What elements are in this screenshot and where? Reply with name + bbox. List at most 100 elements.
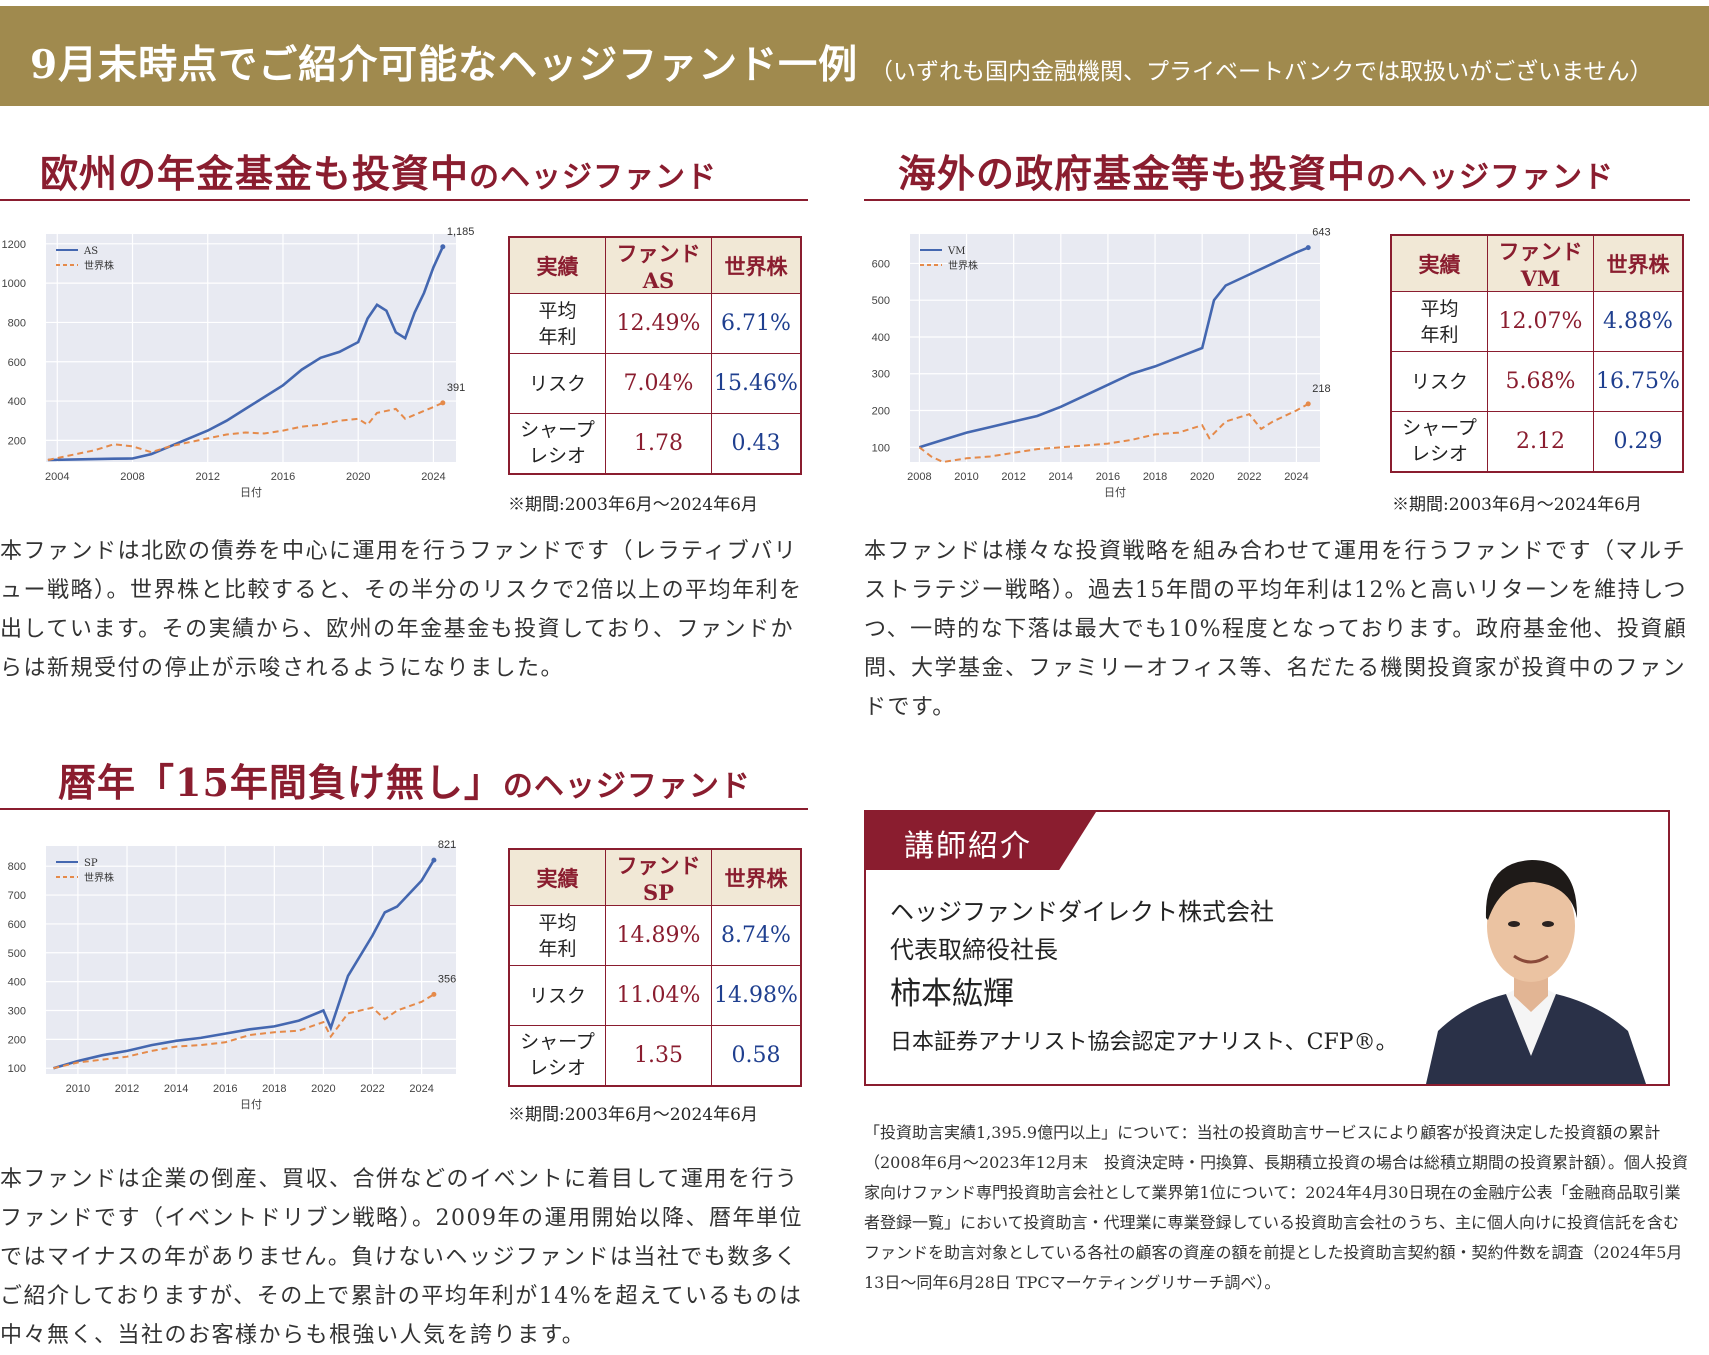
world-value: 16.75% bbox=[1593, 351, 1684, 412]
x-tick-label: 2024 bbox=[409, 1083, 433, 1095]
series-end-point bbox=[440, 244, 446, 250]
chart-fund-vm: 2008 2010 2012 2014 2016 2018 2020 2022 2024 100 2… bbox=[872, 227, 1331, 499]
x-tick-label: 2004 bbox=[45, 471, 69, 483]
chart-fund-as: 2004 2008 2012 2016 2020 2024 200 400 600 800 1000… bbox=[2, 226, 475, 499]
row-label: リスク bbox=[1390, 351, 1488, 412]
mouth bbox=[1513, 954, 1549, 964]
series-line-fund bbox=[47, 246, 444, 462]
instructor-heading: 講師紹介 bbox=[904, 829, 1032, 864]
table-header: ファンドSP bbox=[605, 848, 712, 906]
legend-label: SP bbox=[84, 858, 98, 869]
x-tick-label: 2018 bbox=[262, 1083, 286, 1095]
legend-label: 世界株 bbox=[84, 259, 114, 272]
y-tick-label: 600 bbox=[872, 258, 890, 270]
y-tick-label: 700 bbox=[8, 890, 26, 902]
fund-value: 12.07% bbox=[1487, 291, 1594, 352]
instructor-qualification: 日本証券アナリスト協会認定アナリスト、CFP®。 bbox=[890, 1030, 1398, 1055]
y-tick-label: 600 bbox=[8, 919, 26, 931]
row-label: 平均 年利 bbox=[1390, 291, 1488, 352]
fund-description: 本ファンドは企業の倒産、買収、合併などのイベントに着目して運用を行うファンドです… bbox=[0, 1167, 803, 1348]
series-end-point bbox=[431, 857, 437, 863]
x-tick-label: 2016 bbox=[213, 1083, 237, 1095]
row-label: 平均 年利 bbox=[508, 293, 606, 354]
world-value: 14.98% bbox=[711, 965, 802, 1026]
fund-value: 14.89% bbox=[605, 905, 712, 966]
row-label: シャープ レシオ bbox=[508, 1025, 606, 1086]
section-title-main: 海外の政府基金等も投資中 bbox=[898, 151, 1367, 196]
fund-value: 12.49% bbox=[605, 293, 712, 354]
fund-value: 11.04% bbox=[605, 965, 712, 1026]
series-end-point bbox=[431, 991, 437, 997]
fund-value: 1.78 bbox=[605, 413, 712, 474]
y-tick-label: 500 bbox=[872, 295, 890, 307]
series-line-world bbox=[53, 993, 435, 1070]
instructor-tab: 講師紹介 bbox=[866, 812, 1096, 870]
end-value-label: 391 bbox=[447, 382, 465, 394]
series-line-world bbox=[918, 403, 1309, 464]
section-title-main: 欧州の年金基金も投資中 bbox=[40, 151, 470, 196]
x-tick-label: 2010 bbox=[954, 471, 978, 483]
section-rule bbox=[0, 808, 808, 810]
x-axis-label: 日付 bbox=[1104, 486, 1126, 499]
table-header: 実績 bbox=[1390, 234, 1488, 292]
section-title-suffix: のヘッジファンド bbox=[502, 769, 751, 804]
fund-description: 本ファンドは様々な投資戦略を組み合わせて運用を行うファンドです（マルチストラテジ… bbox=[864, 539, 1688, 720]
x-tick-label: 2022 bbox=[360, 1083, 384, 1095]
x-tick-label: 2012 bbox=[1001, 471, 1025, 483]
x-tick-label: 2012 bbox=[196, 471, 220, 483]
end-value-label: 643 bbox=[1312, 227, 1330, 239]
legend-label: VM bbox=[947, 246, 965, 257]
x-tick-label: 2014 bbox=[1049, 471, 1073, 483]
world-value: 4.88% bbox=[1593, 291, 1684, 352]
header-banner: 9月末時点でご紹介可能なヘッジファンド一例 （いずれも国内金融機関、プライベート… bbox=[0, 6, 1709, 106]
x-tick-label: 2024 bbox=[1284, 471, 1308, 483]
end-value-label: 821 bbox=[438, 839, 456, 851]
legend-label: AS bbox=[83, 246, 98, 257]
legend-label: 世界株 bbox=[84, 871, 114, 884]
table-header: 世界株 bbox=[711, 848, 802, 906]
y-tick-label: 800 bbox=[8, 317, 26, 329]
series-line-fund bbox=[919, 246, 1309, 449]
world-value: 0.29 bbox=[1593, 411, 1684, 472]
legend-label: 世界株 bbox=[948, 259, 978, 272]
section-title-fund-vm: 海外の政府基金等も投資中のヘッジファンド bbox=[898, 143, 1614, 198]
instructor-company: ヘッジファンドダイレクト株式会社 bbox=[890, 898, 1274, 926]
y-tick-label: 200 bbox=[8, 435, 26, 447]
x-tick-label: 2008 bbox=[120, 471, 144, 483]
y-tick-label: 300 bbox=[8, 1006, 26, 1018]
instructor-name: 柿本紘輝 bbox=[890, 976, 1014, 1012]
instructor-card: 講師紹介 ヘッジファンドダイレクト株式会社 代表取締役社長 柿本紘輝 日本証券ア… bbox=[864, 810, 1670, 1086]
header-note: （いずれも国内金融機関、プライベートバンクでは取扱いがございません） bbox=[870, 59, 1653, 85]
x-tick-label: 2014 bbox=[164, 1083, 188, 1095]
row-label: リスク bbox=[508, 965, 606, 1026]
y-tick-label: 400 bbox=[872, 332, 890, 344]
world-value: 0.58 bbox=[711, 1025, 802, 1086]
y-tick-label: 200 bbox=[872, 406, 890, 418]
x-tick-label: 2016 bbox=[271, 471, 295, 483]
section-rule bbox=[864, 199, 1690, 201]
y-tick-label: 400 bbox=[8, 977, 26, 989]
end-value-label: 1,185 bbox=[447, 226, 475, 238]
chart-fund-sp: 2010 2012 2014 2016 2018 2020 2022 2024 100 200 30… bbox=[8, 839, 457, 1111]
y-tick-label: 100 bbox=[8, 1063, 26, 1075]
right-eye bbox=[1542, 921, 1554, 927]
series-end-point bbox=[1305, 401, 1311, 407]
table-header: 世界株 bbox=[711, 236, 802, 294]
plot-area bbox=[46, 846, 456, 1074]
x-tick-label: 2010 bbox=[66, 1083, 90, 1095]
y-tick-label: 400 bbox=[8, 396, 26, 408]
x-axis-label: 日付 bbox=[240, 486, 262, 499]
fund-description: 本ファンドは北欧の債券を中心に運用を行うファンドです（レラティブバリュー戦略）。… bbox=[0, 539, 803, 681]
period-note: ※期間:2003年6月～2024年6月 bbox=[508, 1105, 758, 1125]
world-value: 6.71% bbox=[711, 293, 802, 354]
row-label: シャープ レシオ bbox=[1390, 411, 1488, 472]
page-title: 9月末時点でご紹介可能なヘッジファンド一例 bbox=[30, 42, 859, 88]
y-tick-label: 500 bbox=[8, 948, 26, 960]
y-tick-label: 300 bbox=[872, 369, 890, 381]
plot-area bbox=[46, 234, 456, 462]
section-title-suffix: のヘッジファンド bbox=[1366, 160, 1615, 195]
series-line-world bbox=[47, 401, 444, 461]
table-header: ファンドAS bbox=[605, 236, 712, 294]
row-label: リスク bbox=[508, 353, 606, 414]
table-header: 世界株 bbox=[1593, 234, 1684, 292]
